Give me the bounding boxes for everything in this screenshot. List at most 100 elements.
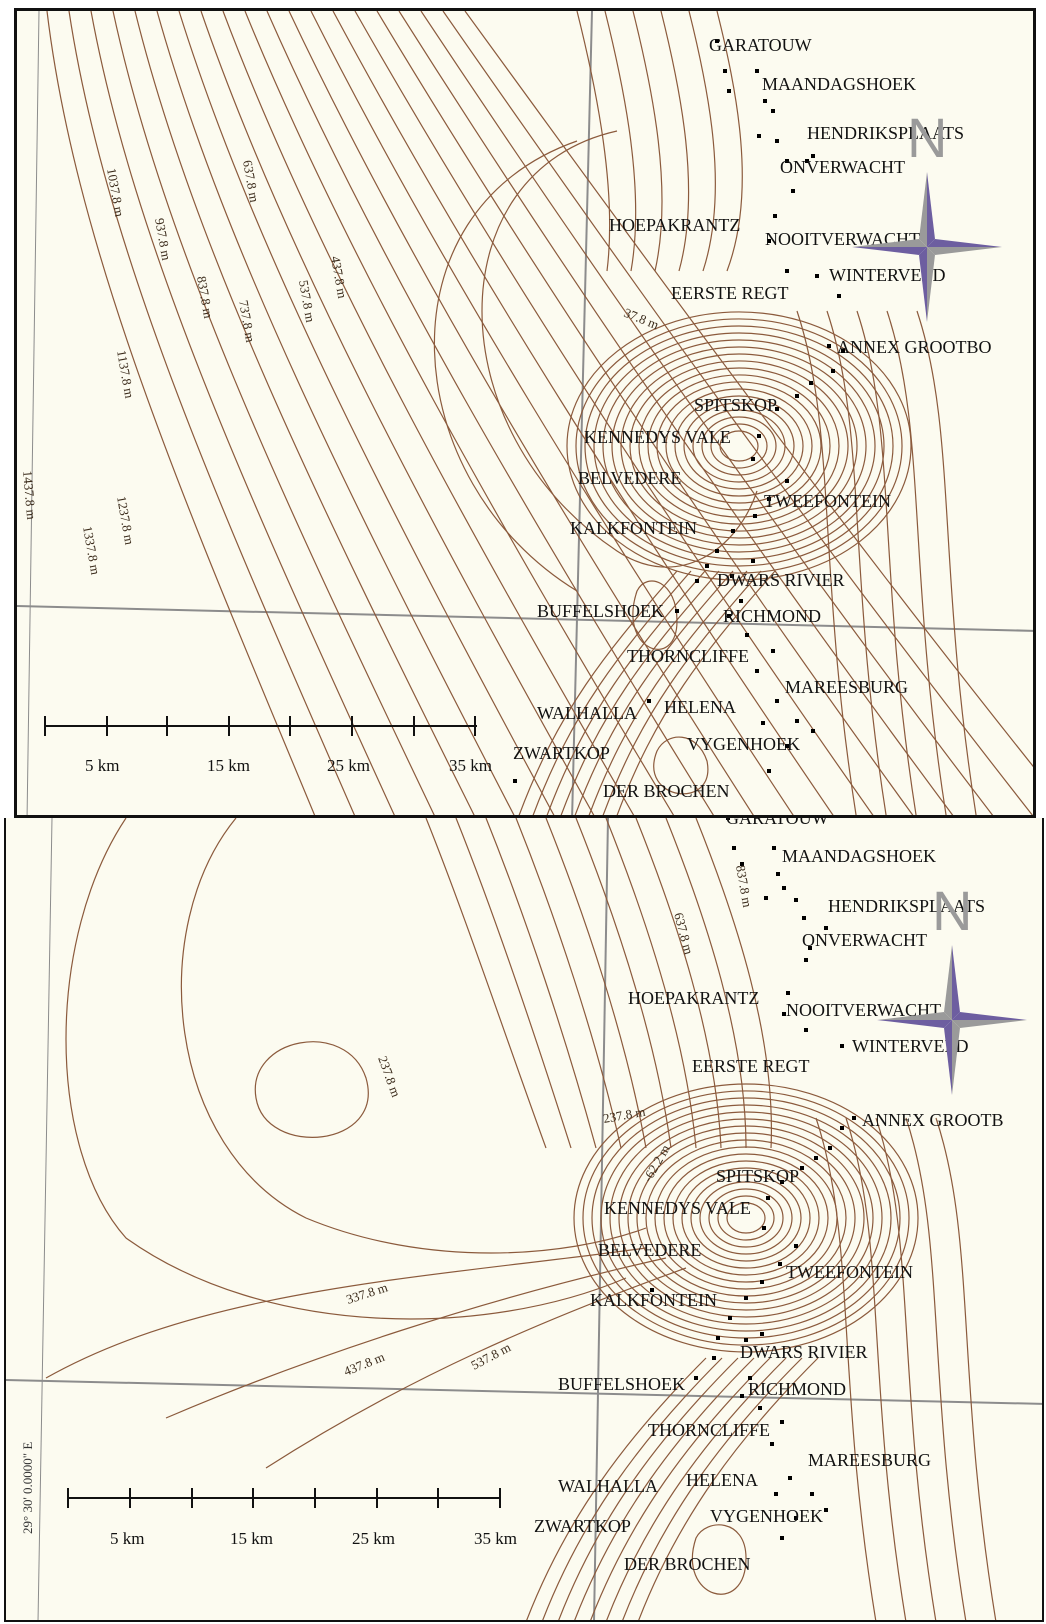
contour-lines bbox=[46, 11, 1033, 815]
contour-line bbox=[178, 11, 555, 815]
north-letter: N bbox=[932, 879, 972, 942]
point-marker-icon bbox=[776, 872, 780, 876]
contour-label: 1237.8 m bbox=[114, 495, 137, 546]
contour-line bbox=[575, 318, 903, 574]
place-label: HOEPAKRANTZ bbox=[609, 215, 740, 235]
point-marker-icon bbox=[802, 916, 806, 920]
contour-line bbox=[875, 1117, 937, 1620]
point-marker-icon bbox=[775, 407, 779, 411]
point-marker-icon bbox=[751, 559, 755, 563]
point-marker-icon bbox=[705, 564, 709, 568]
point-marker-icon bbox=[794, 898, 798, 902]
place-label: ZWARTKOP bbox=[534, 1516, 631, 1536]
point-marker-icon bbox=[728, 1316, 732, 1320]
contour-label: 837.8 m bbox=[733, 864, 755, 909]
point-marker-icon bbox=[804, 958, 808, 962]
point-marker-icon bbox=[764, 896, 768, 900]
scale-label: 25 km bbox=[352, 1529, 395, 1548]
settlement-points bbox=[513, 39, 845, 783]
contour-line bbox=[591, 1097, 901, 1339]
place-label: SPITSKOP bbox=[716, 1166, 799, 1186]
place-label: BELVEDERE bbox=[598, 1240, 701, 1260]
contour-line bbox=[716, 11, 743, 272]
point-marker-icon bbox=[811, 729, 815, 733]
place-label: KALKFONTEIN bbox=[590, 1290, 717, 1310]
top-map-panel: 1037.8 m 937.8 m 837.8 m 737.8 m 637.8 m… bbox=[14, 8, 1036, 818]
place-label: KALKFONTEIN bbox=[570, 518, 697, 538]
contour-line bbox=[265, 1267, 687, 1469]
contour-line bbox=[573, 1083, 919, 1353]
scale-bar bbox=[44, 716, 477, 736]
contour-line bbox=[653, 736, 709, 795]
contour-line bbox=[532, 570, 692, 815]
point-marker-icon bbox=[815, 274, 819, 278]
point-marker-icon bbox=[827, 344, 831, 348]
contour-line bbox=[636, 1132, 856, 1304]
point-marker-icon bbox=[804, 1028, 808, 1032]
scale-label: 15 km bbox=[207, 756, 250, 775]
place-label: DWARS RIVIER bbox=[717, 570, 845, 590]
place-label: MAREESBURG bbox=[785, 677, 908, 697]
contour-label: 237.8 m bbox=[375, 1054, 404, 1099]
place-label: BELVEDERE bbox=[578, 468, 681, 488]
contour-line bbox=[180, 818, 647, 1254]
place-label: HENDRIKSPLAATS bbox=[828, 896, 985, 916]
point-marker-icon bbox=[715, 39, 719, 43]
point-marker-icon bbox=[755, 69, 759, 73]
contour-line bbox=[916, 310, 977, 815]
place-label: BUFFELSHOEK bbox=[558, 1374, 685, 1394]
contour-line bbox=[708, 1188, 784, 1248]
contour-line bbox=[796, 310, 857, 815]
place-label: ANNEX GROOTB bbox=[862, 1110, 1004, 1130]
point-marker-icon bbox=[748, 1376, 752, 1380]
contour-line bbox=[542, 1357, 723, 1620]
point-marker-icon bbox=[809, 381, 813, 385]
point-marker-icon bbox=[763, 99, 767, 103]
point-marker-icon bbox=[647, 699, 651, 703]
place-label: WINTERVELD bbox=[829, 265, 946, 285]
contour-line bbox=[620, 353, 858, 539]
point-marker-icon bbox=[840, 1126, 844, 1130]
point-marker-icon bbox=[767, 239, 771, 243]
contour-line bbox=[45, 1247, 647, 1379]
settlement-points bbox=[650, 818, 856, 1540]
contour-line bbox=[632, 11, 663, 272]
point-marker-icon bbox=[794, 1244, 798, 1248]
contour-line bbox=[526, 1357, 707, 1620]
contour-line bbox=[815, 1117, 877, 1620]
coordinate-grid bbox=[17, 11, 1033, 815]
contour-line bbox=[590, 1357, 771, 1620]
contour-line bbox=[560, 570, 720, 815]
contour-line bbox=[566, 311, 912, 581]
contour-line bbox=[660, 11, 690, 272]
place-label: HENDRIKSPLAATS bbox=[807, 123, 964, 143]
point-marker-icon bbox=[795, 394, 799, 398]
point-marker-icon bbox=[694, 1376, 698, 1380]
point-marker-icon bbox=[841, 349, 845, 353]
contour-label: 37.8 m bbox=[622, 305, 661, 332]
contour-line bbox=[222, 11, 635, 815]
contour-line bbox=[719, 430, 759, 462]
point-marker-icon bbox=[727, 89, 731, 93]
contour-line bbox=[710, 423, 768, 469]
point-marker-icon bbox=[785, 269, 789, 273]
contour-line bbox=[588, 570, 748, 815]
point-marker-icon bbox=[808, 946, 812, 950]
place-label: THORNCLIFFE bbox=[627, 646, 749, 666]
contour-line bbox=[638, 1357, 819, 1620]
place-label: HOEPAKRANTZ bbox=[628, 988, 759, 1008]
point-marker-icon bbox=[767, 769, 771, 773]
scale-label: 5 km bbox=[85, 756, 119, 775]
point-marker-icon bbox=[780, 1420, 784, 1424]
point-marker-icon bbox=[757, 434, 761, 438]
contour-line bbox=[425, 818, 547, 1149]
point-marker-icon bbox=[751, 457, 755, 461]
contour-line bbox=[691, 1524, 747, 1595]
point-marker-icon bbox=[753, 514, 757, 518]
point-marker-icon bbox=[715, 549, 719, 553]
place-label: WALHALLA bbox=[558, 1476, 658, 1496]
contour-line bbox=[545, 818, 647, 1149]
place-label: WALHALLA bbox=[537, 703, 637, 723]
contour-line bbox=[905, 1117, 967, 1620]
contour-line bbox=[665, 388, 813, 504]
